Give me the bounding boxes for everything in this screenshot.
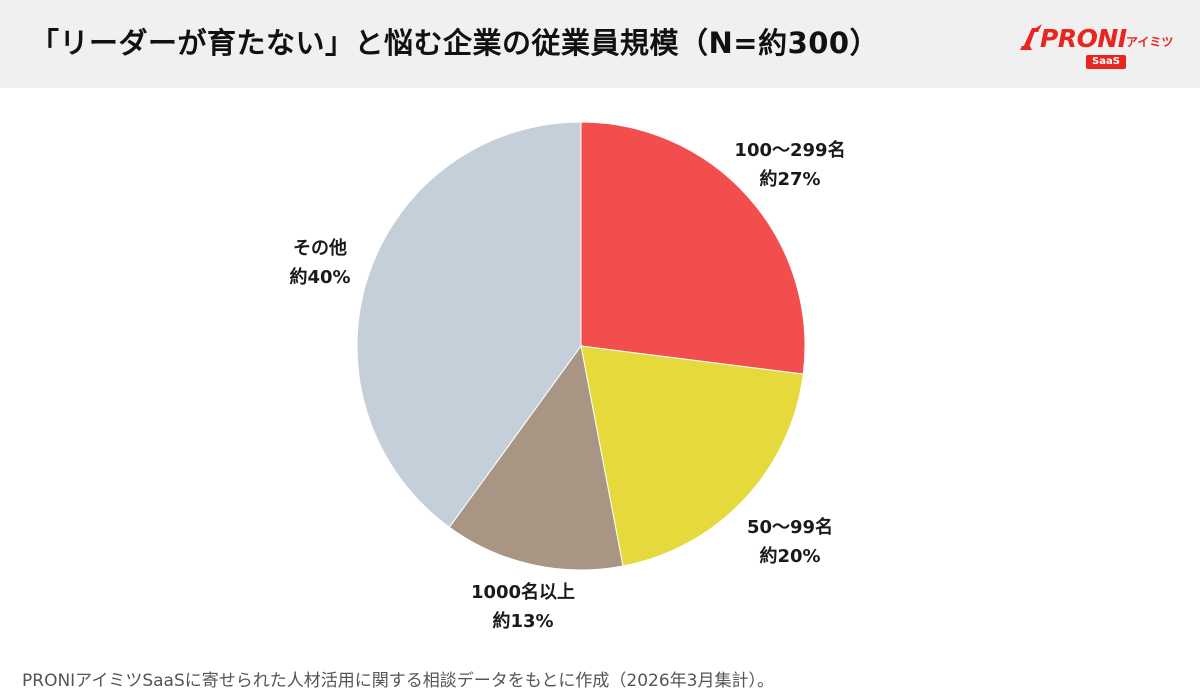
slice-label-100-299: 100〜299名 約27% [710, 136, 870, 194]
pie-slice-0 [580, 121, 806, 375]
brand-logo: PRONI アイミツ SaaS [1018, 22, 1178, 72]
logo-badge: SaaS [1086, 55, 1126, 69]
logo-kana-text: アイミツ [1126, 35, 1174, 49]
slice-value-label: 約20% [759, 546, 821, 567]
slice-value-label: 約40% [289, 267, 351, 288]
pie-slice-1 [580, 345, 804, 567]
logo-mark-icon [1020, 24, 1042, 50]
header-bar: 「リーダーが育たない」と悩む企業の従業員規模（N=約300） PRONI アイミ… [0, 0, 1200, 88]
slice-category-label: その他 [293, 238, 347, 259]
pie-slice-2 [448, 344, 624, 571]
slice-category-label: 100〜299名 [734, 140, 846, 161]
slice-label-1000-plus: 1000名以上 約13% [443, 578, 603, 636]
logo-brand-text: PRONI [1040, 24, 1127, 53]
source-footnote: PRONIアイミツSaaSに寄せられた人材活用に関する相談データをもとに作成（2… [22, 671, 774, 691]
slice-label-50-99: 50〜99名 約20% [710, 513, 870, 571]
slice-label-other: その他 約40% [240, 234, 400, 292]
page-title: 「リーダーが育たない」と悩む企業の従業員規模（N=約300） [30, 26, 880, 60]
slice-value-label: 約27% [759, 169, 821, 190]
slice-value-label: 約13% [492, 611, 554, 632]
slice-category-label: 50〜99名 [746, 517, 834, 538]
slice-category-label: 1000名以上 [470, 582, 576, 603]
pie-slice-3 [356, 121, 582, 528]
